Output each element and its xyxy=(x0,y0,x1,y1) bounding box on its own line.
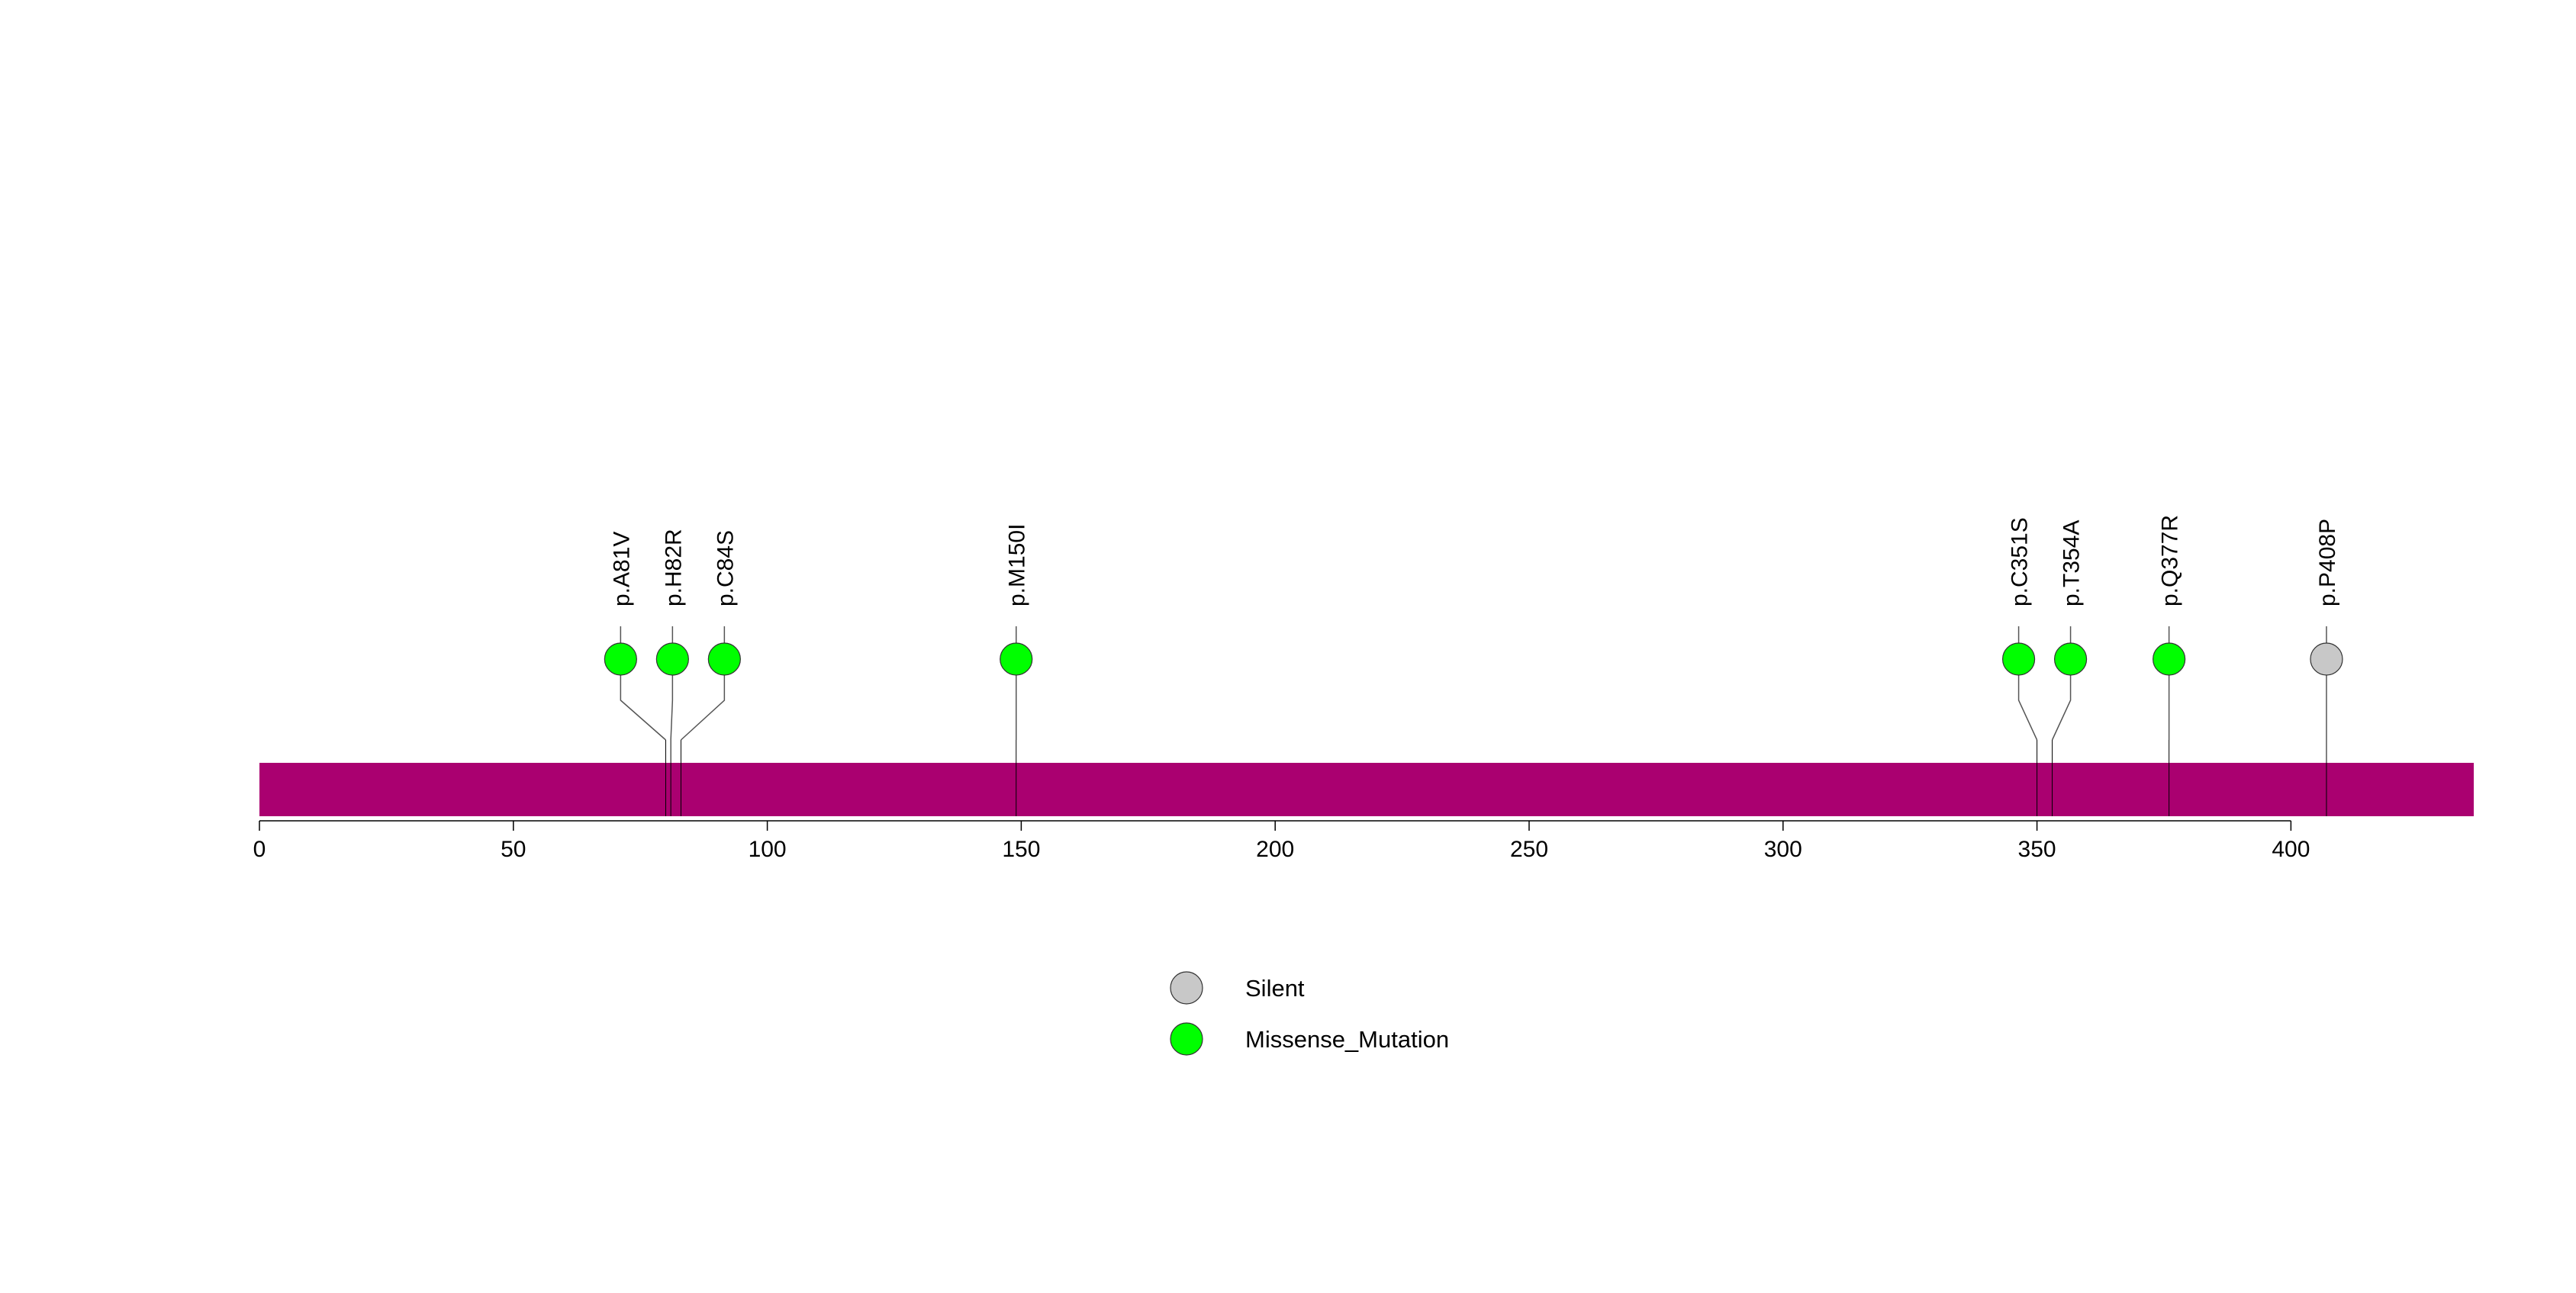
mutation-points xyxy=(604,642,2343,676)
x-tick-label: 150 xyxy=(1002,837,1040,862)
mutation-label: p.P408P xyxy=(2315,519,2340,606)
missense-mutation-point xyxy=(1000,642,1033,676)
legend: Silent Missense_Mutation xyxy=(1170,971,1449,1056)
missense-mutation-point xyxy=(707,642,741,676)
missense-mutation-point xyxy=(2001,642,2036,676)
legend-missense-marker xyxy=(1170,1022,1203,1056)
legend-silent-marker xyxy=(1170,971,1203,1005)
missense-mutation-point xyxy=(655,642,689,676)
legend-silent-label: Silent xyxy=(1245,975,1305,1002)
mutation-stems xyxy=(620,626,2327,816)
legend-missense-label: Missense_Mutation xyxy=(1245,1026,1449,1053)
x-tick-label: 350 xyxy=(2018,837,2056,862)
mutation-label: p.H82R xyxy=(661,529,686,606)
mutation-labels: p.A81V p.H82R p.C84S p.M150I p.C351S p.T354A p… xyxy=(609,515,2340,606)
x-tick-label: 0 xyxy=(253,837,266,862)
x-tick-label: 400 xyxy=(2272,837,2310,862)
mutation-label: p.Q377R xyxy=(2158,515,2183,606)
x-tick-label: 100 xyxy=(749,837,787,862)
missense-mutation-point xyxy=(604,642,637,676)
x-tick-label: 50 xyxy=(501,837,526,862)
mutation-label: p.C351S xyxy=(2008,517,2033,606)
protein-bar-group xyxy=(259,763,2474,816)
mutation-label: p.A81V xyxy=(609,532,634,606)
x-axis: 0 50 100 150 200 250 300 350 400 xyxy=(253,820,2310,862)
protein-bar xyxy=(259,763,2474,816)
x-tick-label: 300 xyxy=(1764,837,1802,862)
mutation-label: p.M150I xyxy=(1005,524,1030,606)
mutation-label: p.T354A xyxy=(2059,520,2085,606)
x-tick-label: 200 xyxy=(1256,837,1294,862)
x-tick-label: 250 xyxy=(1510,837,1548,862)
missense-mutation-point xyxy=(2053,642,2088,676)
mutation-label: p.C84S xyxy=(713,530,738,606)
missense-mutation-point xyxy=(2153,642,2186,676)
silent-mutation-point xyxy=(2310,642,2343,676)
